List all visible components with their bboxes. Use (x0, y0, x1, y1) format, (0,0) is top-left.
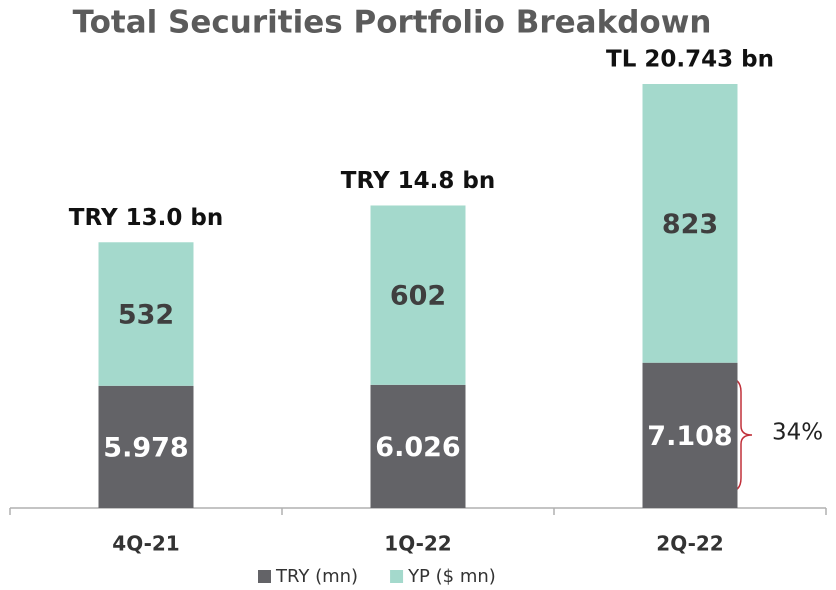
bracket (727, 377, 753, 493)
annotation: 34% (772, 420, 823, 446)
bar-segment (98, 385, 194, 508)
total-label: TRY 13.0 bn (69, 205, 223, 231)
segment-label: 532 (118, 300, 174, 331)
bar-segment (370, 205, 466, 385)
legend-swatch (258, 570, 271, 583)
segment-label: 5.978 (103, 432, 188, 463)
x-tick-label: 4Q-21 (112, 532, 179, 556)
bar-segment (98, 242, 194, 386)
segment-label: 823 (662, 209, 718, 240)
bar-segment (370, 384, 466, 508)
segment-label: 7.108 (647, 421, 732, 452)
legend-label: TRY (mn) (275, 566, 358, 587)
segment-label: 602 (390, 281, 446, 312)
total-label: TL 20.743 bn (606, 47, 774, 73)
bar-segment (642, 362, 738, 508)
bar-segment (642, 84, 738, 363)
legend-label: YP ($ mn) (407, 566, 496, 587)
segment-label: 6.026 (375, 432, 460, 463)
x-tick-label: 2Q-22 (656, 532, 723, 556)
legend-swatch (390, 570, 404, 583)
chart-title: Total Securities Portfolio Breakdown (73, 5, 712, 41)
x-tick-label: 1Q-22 (384, 532, 451, 556)
total-label: TRY 14.8 bn (341, 168, 495, 194)
